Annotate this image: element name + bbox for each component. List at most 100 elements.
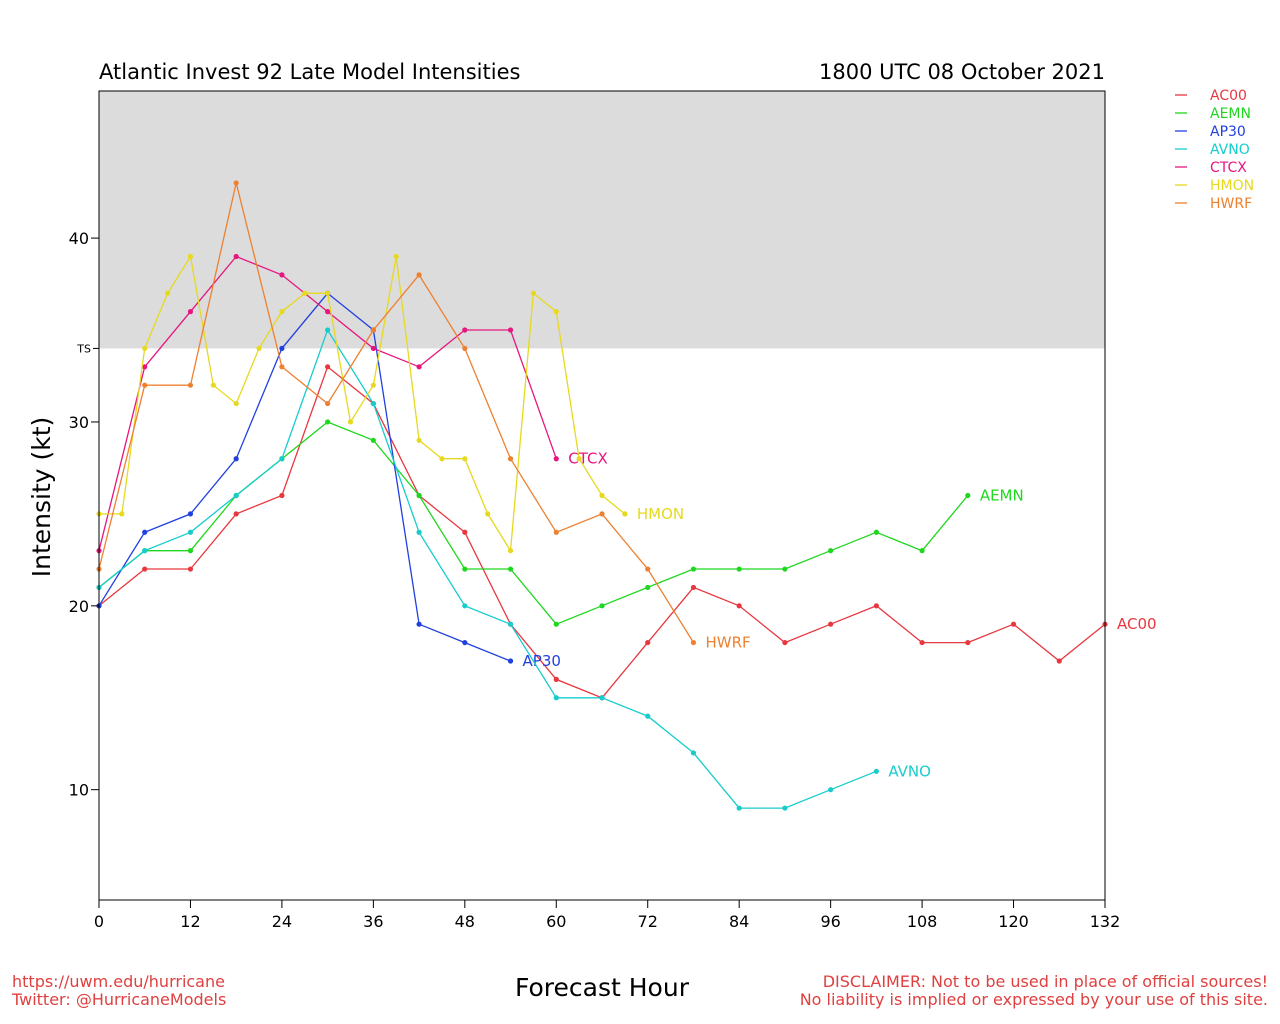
data-point (302, 290, 308, 296)
data-point (325, 400, 331, 407)
series-ac00: AC00 (96, 364, 1157, 701)
x-tick-label: 0 (94, 912, 104, 931)
data-point (142, 566, 148, 572)
legend: AC00 AEMN AP30 AVNO CTCX HMON HWRF (1175, 88, 1254, 212)
data-point (965, 639, 971, 646)
data-point (416, 529, 422, 535)
data-point (553, 621, 559, 627)
data-point (782, 805, 788, 811)
x-tick-label: 120 (998, 912, 1029, 931)
data-point (919, 548, 925, 554)
data-point (782, 639, 788, 646)
ts-shaded-region (99, 91, 1105, 349)
series-hmon: HMON (96, 253, 684, 554)
data-point (325, 364, 331, 370)
data-point (279, 492, 285, 499)
data-point (233, 456, 239, 462)
y-tick-label: 20 (69, 597, 89, 616)
data-point (1056, 658, 1062, 664)
data-point (873, 768, 879, 774)
data-point (873, 529, 879, 535)
data-point (187, 253, 194, 260)
data-point (576, 456, 582, 462)
series-aemn: AEMN (96, 419, 1024, 627)
data-point (279, 345, 285, 352)
data-point (210, 382, 216, 388)
series-ap30: AP30 (96, 290, 561, 670)
data-point (828, 621, 834, 627)
data-point (187, 309, 194, 315)
data-point (325, 309, 331, 315)
legend-label: AC00 (1210, 88, 1247, 104)
legend-label: AEMN (1210, 106, 1251, 122)
disclaimer-line-2: No liability is implied or expressed by … (799, 990, 1268, 1009)
data-point (370, 345, 376, 352)
footer-twitter[interactable]: Twitter: @HurricaneModels (12, 990, 227, 1009)
data-point (736, 566, 742, 572)
data-point (439, 456, 445, 462)
series-line-hwrf (98, 182, 695, 643)
legend-label: HWRF (1210, 196, 1252, 212)
data-point (599, 695, 605, 701)
data-point (599, 492, 605, 499)
series-avno: AVNO (96, 327, 931, 811)
data-point (873, 603, 879, 609)
data-point (187, 529, 194, 535)
x-tick-label: 60 (546, 912, 566, 931)
series-line-avno (98, 328, 877, 809)
data-point (142, 364, 148, 370)
chart-date: 1800 UTC 08 October 2021 (819, 60, 1105, 84)
data-point (370, 437, 376, 443)
series-line-ap30 (98, 292, 511, 662)
x-axis-label: Forecast Hour (515, 973, 690, 1002)
data-point (462, 529, 468, 535)
data-point (462, 345, 468, 352)
data-point (462, 327, 468, 333)
footer-links: https://uwm.edu/hurricane Twitter: @Hurr… (12, 973, 226, 1009)
y-tick-label: 10 (69, 781, 89, 800)
data-point (416, 621, 422, 627)
data-point (507, 456, 514, 462)
x-tick-label: 96 (820, 912, 840, 931)
data-point (690, 750, 697, 756)
data-point (325, 327, 331, 333)
data-point (782, 566, 788, 572)
series-line-ac00 (98, 365, 1106, 699)
footer-disclaimer: DISCLAIMER: Not to be used in place of o… (800, 973, 1268, 1009)
data-point (142, 529, 148, 535)
data-point (485, 511, 491, 517)
x-tick-label: 72 (638, 912, 658, 931)
data-point (828, 548, 834, 554)
data-point (507, 548, 514, 554)
x-tick-label: 84 (729, 912, 749, 931)
footer-url[interactable]: https://uwm.edu/hurricane (12, 972, 225, 991)
x-tick-label: 24 (272, 912, 292, 931)
data-point (325, 419, 331, 425)
series-end-label: AC00 (1117, 615, 1157, 633)
data-point (599, 603, 605, 609)
x-tick-label: 132 (1090, 912, 1121, 931)
data-point (233, 492, 239, 499)
data-point (370, 382, 376, 388)
data-point (279, 309, 285, 315)
legend-item-ctcx: CTCX (1175, 160, 1247, 176)
series-end-label: CTCX (568, 450, 608, 468)
series-end-label: AEMN (980, 487, 1024, 505)
data-point (1010, 621, 1017, 627)
data-point (347, 419, 354, 425)
data-point (736, 805, 742, 811)
data-point (645, 584, 651, 591)
plot-layer: AC00 AEMN AP30 AVNO CTCX HMON HWRF (96, 180, 1157, 811)
data-point (736, 603, 742, 609)
legend-label: AP30 (1210, 124, 1246, 140)
x-tick-label: 48 (455, 912, 475, 931)
legend-item-ap30: AP30 (1175, 124, 1246, 140)
legend-label: CTCX (1210, 160, 1247, 176)
series-end-label: HMON (637, 505, 684, 523)
series-end-label: AVNO (888, 762, 931, 780)
data-point (187, 382, 194, 388)
ts-tick-label: TS (76, 342, 91, 355)
data-point (690, 639, 697, 646)
data-point (645, 566, 651, 572)
data-point (462, 456, 468, 462)
